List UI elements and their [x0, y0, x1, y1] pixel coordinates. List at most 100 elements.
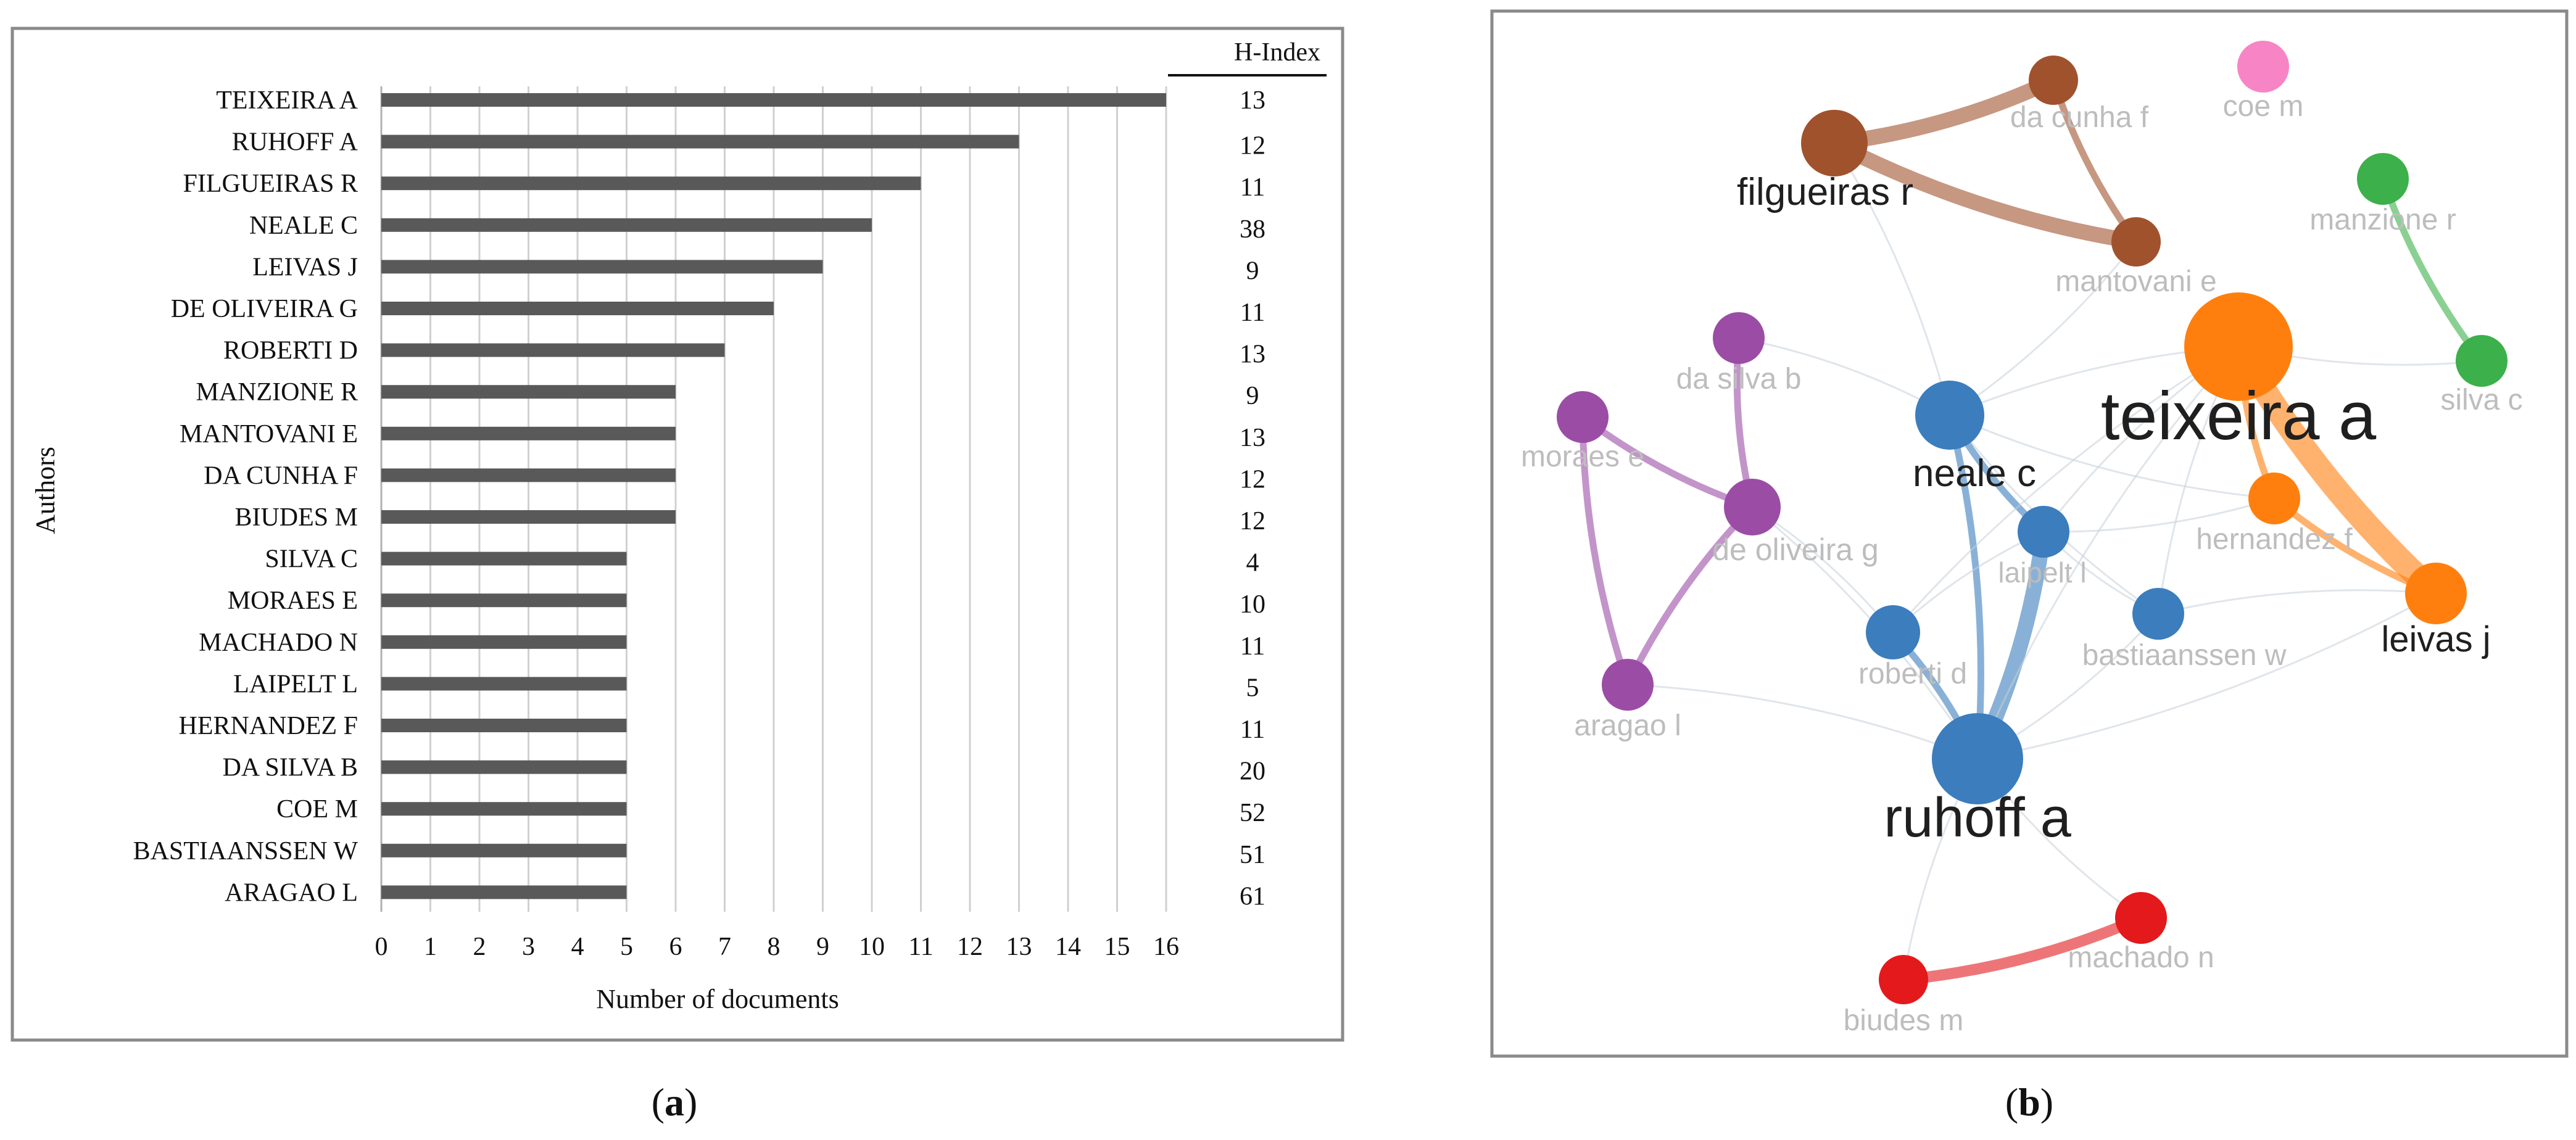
- a-bar-silva-c: [381, 551, 627, 566]
- b-link-neale-hernandez: [1949, 414, 2276, 500]
- a-category-de-oliveira-g: DE OLIVEIRA G: [171, 295, 358, 323]
- a-bars: [381, 93, 1166, 899]
- a-category-ruhoff-a: RUHOFF A: [232, 128, 358, 157]
- a-x-tick-10: 10: [859, 933, 885, 961]
- b-node-ruhoff: [1932, 713, 2023, 804]
- a-bar-hernandez-f: [381, 719, 627, 732]
- h-index-coe-m: 52: [1240, 799, 1265, 827]
- b-label-leivas: leivas j: [2381, 619, 2490, 659]
- panel-b-label: (b): [2005, 1080, 2053, 1124]
- a-x-tick-3: 3: [522, 933, 535, 961]
- h-index-teixeira-a: 13: [1240, 86, 1265, 115]
- a-x-tick-13: 13: [1006, 933, 1032, 961]
- b-nodes: [1557, 41, 2508, 1004]
- a-x-tick-11: 11: [908, 933, 933, 961]
- a-bar-da-silva-b: [381, 760, 627, 774]
- panel-b-letter: b: [2018, 1080, 2040, 1124]
- b-node-hernandez: [2248, 473, 2300, 524]
- panel-a-letter: a: [665, 1080, 684, 1124]
- b-label-dacunha: da cunha f: [2010, 101, 2149, 134]
- a-bar-moraes-e: [381, 593, 627, 608]
- b-label-mantovani: mantovani e: [2055, 265, 2217, 298]
- a-bar-coe-m: [381, 802, 627, 816]
- b-label-manzione: manzione r: [2309, 204, 2456, 236]
- b-link-filgueiras-mantovani: [1826, 135, 2144, 250]
- b-link-manzione-silva: [2379, 175, 2485, 365]
- b-node-deoliveira: [1724, 479, 1781, 535]
- a-x-tick-8: 8: [768, 933, 781, 961]
- a-category-da-cunha-f: DA CUNHA F: [204, 461, 358, 490]
- panel-b-frame: [1490, 9, 2569, 1058]
- b-label-teixeira: teixeira a: [2101, 378, 2377, 454]
- b-node-dacunha: [2029, 56, 2078, 105]
- b-node-moraes: [1557, 391, 1609, 443]
- a-y-axis-title: Authors: [30, 447, 60, 534]
- b-label-deoliveira: de oliveira g: [1712, 532, 1879, 567]
- a-x-tick-7: 7: [718, 933, 731, 961]
- a-x-tick-labels: 0 1 2 3 4 5 6 7 8 9 10 11 12 13 14 15 16: [375, 933, 1180, 961]
- h-index-laipelt-l: 5: [1246, 674, 1259, 702]
- b-link-neale-mantovani: [1949, 241, 2137, 416]
- a-bar-biudes-m: [381, 510, 676, 524]
- a-x-tick-6: 6: [669, 933, 682, 961]
- h-index-de-oliveira-g: 11: [1240, 299, 1265, 327]
- a-bar-neale-c: [381, 218, 872, 232]
- panel-a-frame: [10, 27, 1344, 1042]
- b-label-biudes: biudes m: [1844, 1004, 1964, 1037]
- a-x-tick-9: 9: [816, 933, 829, 961]
- h-index-roberti-d: 13: [1240, 341, 1265, 369]
- b-link-ruhoff-neale: [1946, 411, 1984, 762]
- a-category-coe-m: COE M: [276, 795, 358, 824]
- b-node-silva: [2456, 335, 2508, 387]
- a-category-filgueiras-r: FILGUEIRAS R: [183, 170, 358, 198]
- a-category-silva-c: SILVA C: [265, 545, 358, 574]
- h-index-silva-c: 4: [1246, 549, 1259, 577]
- b-label-moraes: moraes e: [1521, 440, 1644, 473]
- b-node-dasilva: [1713, 312, 1765, 364]
- a-x-tick-4: 4: [571, 933, 584, 961]
- b-node-neale: [1915, 381, 1984, 450]
- h-index-header: H-Index: [1234, 38, 1320, 67]
- b-node-labels: teixeira a ruhoff a filgueiras r neale c lei…: [1521, 90, 2523, 1037]
- b-node-leivas: [2405, 563, 2467, 624]
- b-link-biudes-machado: [1898, 912, 2147, 985]
- b-label-coe: coe m: [2223, 90, 2304, 123]
- b-label-silva: silva c: [2440, 384, 2522, 416]
- a-bar-ruhoff-a: [381, 134, 1019, 149]
- a-category-laipelt-l: LAIPELT L: [233, 670, 358, 698]
- a-bar-aragao-l: [381, 885, 627, 899]
- a-category-manzione-r: MANZIONE R: [196, 378, 358, 407]
- b-link-ruhoff-leivas: [1976, 592, 2437, 760]
- b-node-aragao: [1602, 659, 1654, 711]
- h-index-machado-n: 11: [1240, 632, 1265, 661]
- h-index-filgueiras-r: 11: [1240, 173, 1265, 202]
- b-node-coe: [2237, 41, 2289, 93]
- b-node-manzione: [2357, 153, 2409, 205]
- panel-a-label: (a): [652, 1080, 698, 1124]
- b-link-neale-filgueiras: [1833, 142, 1951, 416]
- a-category-biudes-m: BIUDES M: [234, 503, 358, 532]
- h-index-biudes-m: 12: [1240, 507, 1265, 535]
- panel-a-bar-chart: TEIXEIRA A RUHOFF A FILGUEIRAS R NEALE C LEI…: [10, 27, 1344, 1042]
- a-category-da-silva-b: DA SILVA B: [223, 754, 358, 782]
- h-index-ruhoff-a: 12: [1240, 132, 1265, 160]
- a-x-axis-title: Number of documents: [596, 984, 839, 1014]
- a-category-machado-n: MACHADO N: [199, 629, 358, 657]
- b-link-deoliveira-aragao: [1624, 503, 1756, 688]
- h-index-moraes-e: 10: [1240, 590, 1265, 619]
- b-label-bastiaanssen: bastiaanssen w: [2082, 639, 2287, 672]
- h-index-mantovani-e: 13: [1240, 424, 1265, 452]
- b-link-laipelt-hernandez: [2042, 497, 2276, 533]
- b-node-bastiaanssen: [2132, 588, 2184, 640]
- a-bar-da-cunha-f: [381, 468, 676, 482]
- b-label-dasilva: da silva b: [1676, 363, 1802, 395]
- a-bar-machado-n: [381, 635, 627, 649]
- a-bar-leivas-j: [381, 260, 823, 274]
- a-category-moraes-e: MORAES E: [228, 587, 358, 615]
- a-category-aragao-l: ARAGAO L: [225, 878, 358, 907]
- a-bar-bastiaanssen-w: [381, 843, 627, 857]
- a-x-tick-16: 16: [1153, 933, 1179, 961]
- b-label-filgueiras: filgueiras r: [1737, 171, 1913, 213]
- h-index-da-silva-b: 20: [1240, 758, 1265, 786]
- a-category-teixeira-a: TEIXEIRA A: [216, 86, 358, 115]
